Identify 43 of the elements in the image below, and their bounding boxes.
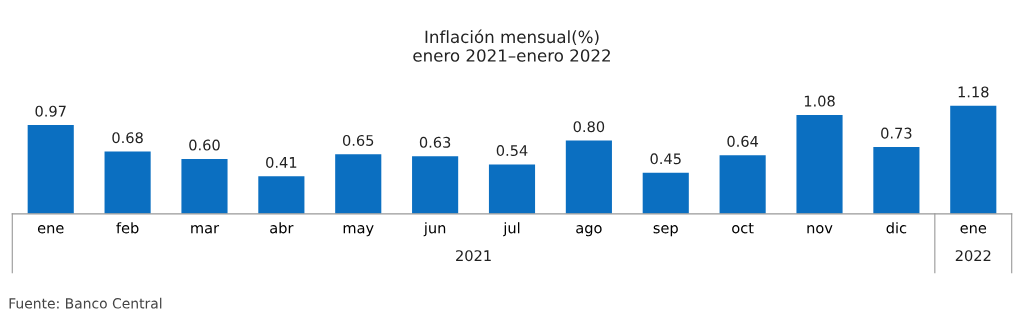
bar (950, 105, 997, 214)
data-label: 0.41 (266, 156, 297, 168)
bar (565, 140, 612, 214)
bar (181, 158, 228, 214)
x-tick-label: ene (37, 225, 64, 234)
bar (104, 151, 151, 214)
x-tick-label: oct (732, 223, 754, 234)
x-tick-label: may (343, 225, 374, 237)
x-tick-label: dic (886, 222, 907, 234)
data-label: 0.63 (419, 136, 451, 148)
x-tick-label: mar (191, 225, 220, 234)
source-note: Fuente: Banco Central (9, 297, 162, 309)
data-label: 0.97 (35, 105, 66, 117)
data-label: 0.68 (112, 132, 143, 144)
text: 2021 (456, 250, 491, 262)
x-tick-label: jun (423, 222, 446, 237)
data-label: 0.80 (573, 121, 605, 133)
x-tick-label: abr (270, 222, 294, 234)
data-label: 0.65 (342, 134, 374, 146)
text: 2022 (955, 250, 991, 262)
data-label: 0.73 (881, 127, 912, 139)
bar (642, 172, 689, 214)
data-label: 1.18 (958, 86, 989, 98)
x-tick-label: ago (576, 225, 602, 237)
data-label: 0.54 (496, 145, 528, 157)
x-tick-label: sep (653, 225, 678, 237)
x-tick-label: feb (116, 222, 139, 234)
bar (488, 164, 536, 214)
x-tick-label: nov (807, 225, 833, 234)
data-label: 1.08 (804, 95, 835, 107)
bar (796, 114, 843, 214)
bar (335, 154, 382, 214)
data-label: 0.64 (727, 135, 759, 147)
bar (873, 147, 920, 214)
bar (27, 125, 74, 214)
data-label: 0.60 (189, 139, 220, 151)
chart-title: Inflación mensual(%) enero 2021–enero 2022 (413, 29, 610, 62)
data-label: 0.45 (650, 153, 681, 165)
x-tick-label: ene (960, 225, 987, 234)
bar (258, 176, 305, 214)
bar (412, 156, 459, 214)
x-tick-label: jul (503, 222, 520, 237)
bar (719, 155, 766, 214)
